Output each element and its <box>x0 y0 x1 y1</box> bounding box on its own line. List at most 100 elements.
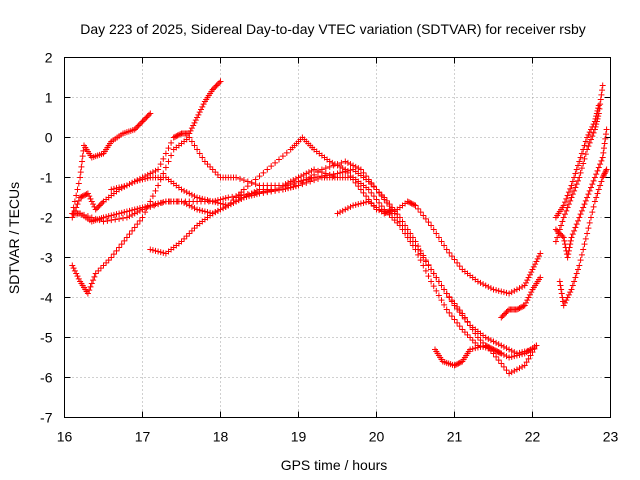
data-point <box>565 189 572 196</box>
data-point <box>571 227 578 234</box>
data-point <box>391 217 398 224</box>
data-point <box>461 314 468 321</box>
series-track-b <box>69 158 536 357</box>
data-point <box>584 194 591 201</box>
data-point <box>337 169 344 176</box>
data-point <box>520 303 527 310</box>
data-point <box>376 199 383 206</box>
data-point <box>209 210 216 217</box>
data-point <box>576 158 583 165</box>
data-point <box>212 209 219 216</box>
data-point <box>256 190 263 197</box>
data-point <box>420 212 427 219</box>
data-point <box>482 342 489 349</box>
data-point <box>282 185 289 192</box>
data-point <box>441 242 448 249</box>
data-point <box>455 360 462 367</box>
data-point <box>524 277 531 284</box>
data-point <box>464 318 471 325</box>
data-point <box>82 191 89 198</box>
data-point <box>569 178 576 185</box>
data-point <box>233 194 240 201</box>
data-point <box>326 158 333 165</box>
data-point <box>524 347 531 354</box>
data-point <box>285 179 292 186</box>
data-point <box>573 221 580 228</box>
data-point <box>435 234 442 241</box>
data-point <box>524 297 531 304</box>
data-point <box>446 293 453 300</box>
data-point <box>191 193 198 200</box>
data-point <box>591 174 598 181</box>
data-point <box>188 125 195 132</box>
data-point <box>586 219 593 226</box>
data-point <box>503 345 510 352</box>
data-point <box>474 344 481 351</box>
data-point <box>451 362 458 369</box>
data-point <box>582 235 589 242</box>
data-point <box>477 343 484 350</box>
data-point <box>147 170 154 177</box>
data-point <box>448 297 455 304</box>
data-point <box>194 146 201 153</box>
data-point <box>435 292 442 299</box>
data-point <box>552 226 559 233</box>
data-point <box>555 229 562 236</box>
data-point <box>487 345 494 352</box>
data-point <box>493 353 500 360</box>
data-point <box>299 181 306 188</box>
data-point <box>595 102 602 109</box>
data-point <box>230 197 237 204</box>
data-point <box>521 282 528 289</box>
data-point <box>209 166 216 173</box>
data-point <box>305 169 312 176</box>
data-point <box>331 161 338 168</box>
data-point <box>452 361 459 368</box>
data-point <box>188 227 195 234</box>
data-point <box>513 350 520 357</box>
data-point <box>600 149 607 156</box>
data-point <box>350 176 357 183</box>
data-point <box>214 197 221 204</box>
data-point <box>129 227 136 234</box>
data-point <box>90 201 97 208</box>
data-point <box>560 302 567 309</box>
data-point <box>252 176 259 183</box>
data-point <box>157 249 164 256</box>
data-point <box>420 252 427 259</box>
data-point <box>519 303 526 310</box>
data-point <box>155 201 162 208</box>
data-point <box>77 194 84 201</box>
data-point <box>315 175 321 182</box>
data-point <box>155 166 162 173</box>
data-point <box>433 274 440 281</box>
x-tick-label: 18 <box>213 429 229 445</box>
data-point <box>207 163 214 170</box>
data-point <box>268 163 275 170</box>
data-point <box>103 259 110 266</box>
data-point <box>573 166 580 173</box>
x-tick-label: 21 <box>447 429 463 445</box>
data-point <box>528 269 535 276</box>
data-point <box>131 210 138 217</box>
data-point <box>556 230 563 237</box>
data-point <box>373 196 380 203</box>
data-point <box>144 113 151 120</box>
data-point <box>78 193 85 200</box>
data-point <box>160 249 167 256</box>
data-point <box>84 213 91 220</box>
data-point <box>217 196 224 203</box>
data-point <box>229 193 236 200</box>
data-point <box>499 313 506 320</box>
data-point <box>563 207 570 214</box>
data-point <box>342 166 349 173</box>
data-point <box>87 195 94 202</box>
data-point <box>199 154 206 161</box>
data-point <box>199 195 206 202</box>
data-point <box>486 344 493 351</box>
data-point <box>92 270 99 277</box>
data-point <box>69 262 76 269</box>
data-point <box>129 211 136 218</box>
data-point <box>368 181 375 188</box>
data-point <box>97 201 104 208</box>
